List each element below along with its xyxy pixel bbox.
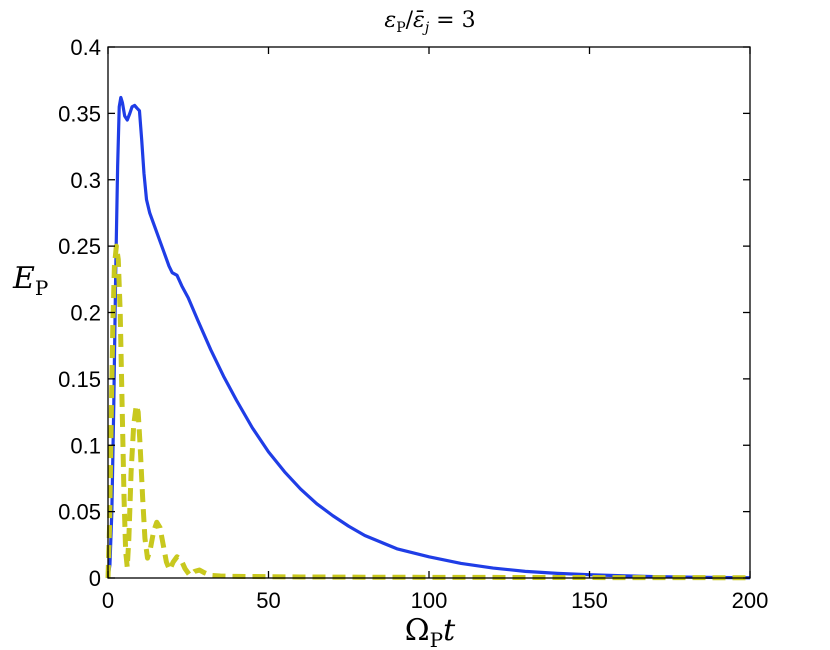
x-tick-label: 150 [571,588,608,613]
x-tick-label: 0 [102,588,114,613]
series-line-1 [106,95,751,580]
y-tick-label: 0.15 [58,367,101,392]
x-tick-label: 200 [732,588,769,613]
x-tick-label: 50 [256,588,280,613]
series-line-2 [105,243,751,581]
chart-title: εP/ε̄j = 3 [384,8,475,36]
y-axis-label: EP [12,261,48,300]
y-tick-label: 0.3 [70,168,101,193]
y-tick-label: 0.35 [58,101,101,126]
y-tick-label: 0 [89,566,101,591]
y-tick-label: 0.2 [70,301,101,326]
axes-frame [107,46,751,579]
y-tick-label: 0.4 [70,35,101,60]
x-axis-label: ΩPt [405,613,456,650]
x-tick-label: 100 [411,588,448,613]
y-tick-label: 0.25 [58,234,101,259]
y-tick-label: 0.05 [58,500,101,525]
plot-area: 0 50 100 150 200 0 0.05 0.1 0.15 0.2 0.25 0.3 0.35 0.… [58,35,768,613]
y-tick-label: 0.1 [70,433,101,458]
